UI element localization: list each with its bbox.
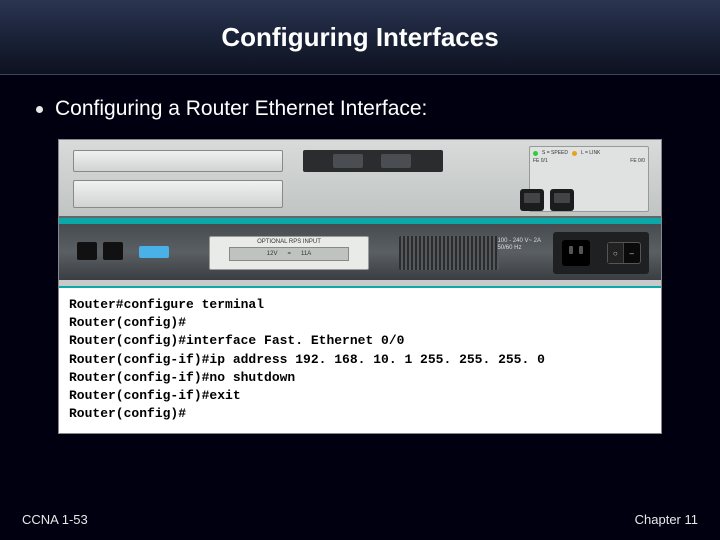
- rj45-port-icon: [550, 189, 574, 211]
- cli-line: Router(config)#: [69, 405, 651, 423]
- slide-title-bar: Configuring Interfaces: [0, 0, 720, 75]
- blank-slot-upper: [73, 150, 283, 172]
- cli-line: Router(config-if)#exit: [69, 387, 651, 405]
- cli-line: Router(config)#interface Fast. Ethernet …: [69, 332, 651, 350]
- legend-link: L = LINK: [581, 150, 600, 156]
- rps-volts: 12V: [267, 251, 278, 257]
- power-switch-icon: ○ –: [607, 242, 641, 264]
- rps-slot: 12V = 11A: [229, 247, 349, 261]
- led-legend-panel: S = SPEED L = LINK FE 0/1 FE 0/0: [529, 146, 649, 212]
- switch-off: –: [624, 243, 640, 263]
- rps-label-text: OPTIONAL RPS INPUT: [257, 239, 321, 245]
- slide-footer: CCNA 1-53 Chapter 11: [0, 498, 720, 540]
- slide-content: Configuring a Router Ethernet Interface:…: [0, 75, 720, 434]
- ethernet-ports: [520, 185, 634, 215]
- footer-left: CCNA 1-53: [22, 512, 88, 527]
- ac-rating-label: 100 - 240 V~ 2A 50/60 Hz: [497, 238, 541, 252]
- legend-speed: S = SPEED: [542, 150, 568, 156]
- router-top-module: S = SPEED L = LINK FE 0/1 FE 0/0: [59, 140, 661, 218]
- ventilation-grille-icon: [399, 236, 499, 270]
- aux-port-icon: [103, 242, 123, 260]
- power-module: ○ –: [553, 232, 649, 274]
- cli-terminal: Router#configure terminal Router(config)…: [59, 288, 661, 433]
- bullet-item: Configuring a Router Ethernet Interface:: [30, 97, 690, 121]
- footer-right: Chapter 11: [635, 512, 698, 527]
- led-amber-icon: [572, 151, 577, 156]
- switch-on: ○: [608, 243, 625, 263]
- cli-line: Router(config)#: [69, 314, 651, 332]
- led-green-icon: [533, 151, 538, 156]
- ac-line1: 100 - 240 V~ 2A: [497, 238, 541, 245]
- figure-container: S = SPEED L = LINK FE 0/1 FE 0/0: [58, 139, 662, 434]
- rps-panel: OPTIONAL RPS INPUT 12V = 11A: [209, 236, 369, 270]
- cli-line: Router#configure terminal: [69, 296, 651, 314]
- ac-socket-icon: [562, 240, 590, 266]
- bullet-text: Configuring a Router Ethernet Interface:: [55, 97, 427, 121]
- rps-amps: 11A: [301, 251, 311, 257]
- router-bottom-module: OPTIONAL RPS INPUT 12V = 11A 100 - 240 V…: [59, 218, 661, 280]
- console-port-icon: [77, 242, 97, 260]
- cli-line: Router(config-if)#ip address 192. 168. 1…: [69, 351, 651, 369]
- cli-line: Router(config-if)#no shutdown: [69, 369, 651, 387]
- router-hardware-image: S = SPEED L = LINK FE 0/1 FE 0/0: [59, 140, 661, 288]
- rj45-port-icon: [520, 189, 544, 211]
- legend-fe01: FE 0/1: [533, 158, 548, 164]
- legend-fe00: FE 0/0: [630, 158, 645, 164]
- bullet-marker-icon: [36, 106, 43, 113]
- blank-slot-lower: [73, 180, 283, 208]
- serial-module: [303, 150, 443, 172]
- cisco-logo-icon: [139, 246, 169, 258]
- ac-line2: 50/60 Hz: [497, 245, 541, 252]
- slide-title: Configuring Interfaces: [221, 22, 498, 53]
